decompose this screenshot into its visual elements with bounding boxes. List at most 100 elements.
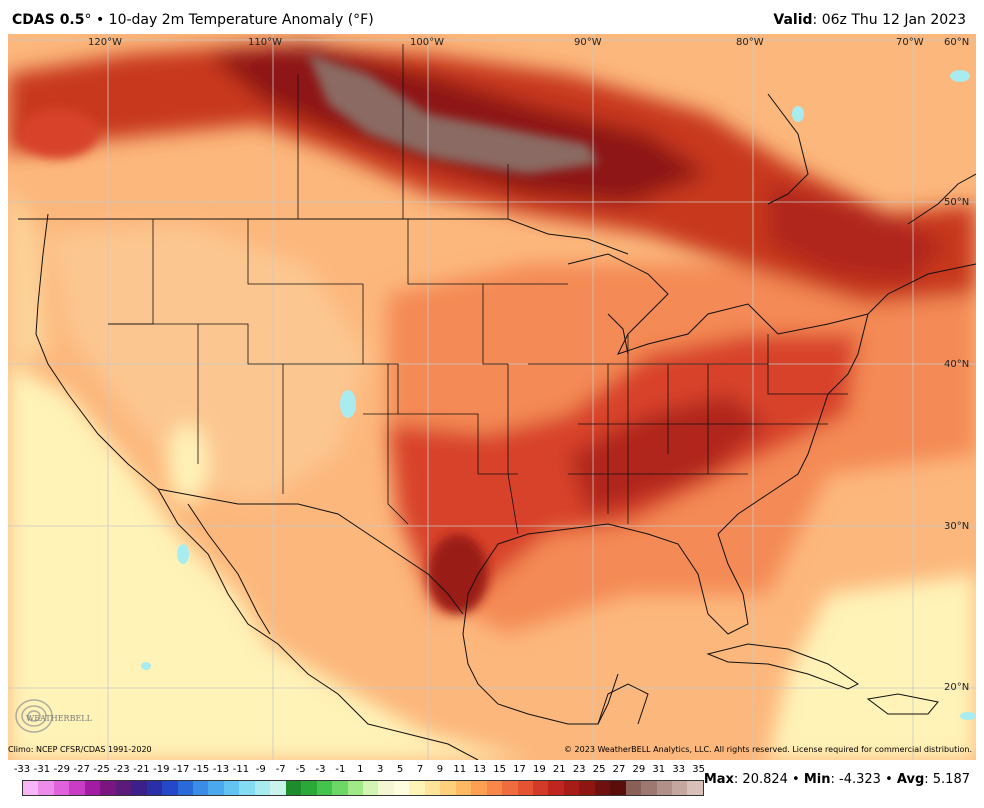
footer: Climo: NCEP CFSR/CDAS 1991-2020 © 2023 W… [0,745,984,759]
lat-label-20n: 20°N [944,682,970,693]
anomaly-map: 120°W 110°W 100°W 90°W 80°W 70°W 60°N 50… [8,34,976,760]
scale-swatch [115,781,132,795]
scale-swatch [594,781,611,795]
scale-tick-label: -15 [192,764,210,775]
scale-tick-label: -19 [153,764,170,775]
scale-swatch [100,781,116,795]
cold-spots [141,70,976,720]
extreme-anomaly [18,54,598,614]
scale-swatch [285,781,302,795]
valid-value: : 06z Thu 12 Jan 2023 [812,12,966,28]
scale-swatch [192,781,209,795]
weatherbell-logo: WEATHERBELL [12,694,102,740]
scale-swatch [53,781,70,795]
valid-time: Valid: 06z Thu 12 Jan 2023 [773,12,966,28]
scale-tick-label: 15 [493,764,506,775]
lon-label-120w: 120°W [88,37,122,48]
scale-swatch [641,781,657,795]
scale-swatch [378,781,394,795]
scale-tick-label: -33 [13,764,31,775]
scale-tick-label: -5 [295,764,306,775]
scale-tick-label: 27 [612,764,626,775]
scale-swatch [223,781,240,795]
scale-tick-label: -9 [255,764,266,775]
header: CDAS 0.5° • 10-day 2m Temperature Anomal… [0,0,984,34]
scale-swatch [38,781,54,795]
map-title: CDAS 0.5° • 10-day 2m Temperature Anomal… [12,12,374,28]
scale-swatch [563,781,580,795]
scale-ticks: -33 -31 -29 -27 -25 -23 -21 -19 -17 -15 -13 -11 -9 -7… [13,764,705,778]
lat-label-40n: 40°N [944,359,970,370]
scale-swatch [440,781,456,795]
scale-tick-label: 25 [592,764,606,775]
scale-tick-label: -21 [133,764,150,775]
scale-tick-label: 5 [396,764,404,775]
scale-tick-label: 3 [377,764,384,775]
lon-label-90w: 90°W [574,37,602,48]
scale-swatch [579,781,595,795]
scale-swatch [162,781,178,795]
scale-swatch [656,781,673,795]
min-label: Min [803,772,831,787]
scale-bar [22,780,704,796]
map-canvas [8,34,976,760]
scale-tick-label: -1 [335,764,346,775]
lat-label-60n: 60°N [944,37,970,48]
scale-tick-label: -29 [53,764,70,775]
scale-tick-label: 13 [473,764,487,775]
scale-swatch [69,781,85,795]
scale-swatch [393,781,410,795]
scale-tick-label: -3 [315,764,326,775]
scale-swatch [672,781,688,795]
max-label: Max [703,772,734,787]
min-value: : -4.323 [830,772,881,787]
scale-tick-label: -13 [212,764,230,775]
scale-swatch [332,781,348,795]
lon-label-100w: 100°W [410,37,444,48]
degree-mark: ° [84,12,92,28]
scale-swatch [316,781,333,795]
scale-tick-label: 31 [652,764,666,775]
scale-tick-label: 17 [513,764,526,775]
title-separator: • [91,12,109,28]
avg-value: : 5.187 [924,772,970,787]
avg-label: Avg [896,772,925,787]
lat-label-30n: 30°N [944,521,970,532]
scale-tick-label: -31 [33,764,51,775]
scale-swatch [347,781,363,795]
scale-tick-label: 33 [672,764,686,775]
scale-swatch [254,781,271,795]
max-value: : 20.824 [733,772,788,787]
state-borders [108,44,848,535]
copyright-note: © 2023 WeatherBELL Analytics, LLC. All r… [564,745,972,754]
field-stats: Max: 20.824 • Min: -4.323 • Avg: 5.187 [704,772,970,787]
scale-tick-label: -17 [173,764,190,775]
scale-swatch [177,781,193,795]
lon-label-70w: 70°W [896,37,924,48]
variable-description: 10-day 2m Temperature Anomaly (°F) [108,12,374,28]
scale-swatch [517,781,533,795]
scale-swatch [270,781,286,795]
scale-swatch [301,781,317,795]
logo-text: WEATHERBELL [26,714,93,723]
scale-tick-label: 9 [436,764,444,775]
scale-swatch [23,781,39,795]
model-name: CDAS 0.5 [12,12,85,28]
scale-tick-label: 29 [632,764,646,775]
scale-tick-label: 21 [552,764,566,775]
scale-tick-label: 1 [357,764,364,775]
scale-tick-label: -7 [275,764,286,775]
scale-tick-label: 19 [533,764,546,775]
logo-swirl-icon: WEATHERBELL [15,699,93,733]
scale-swatch [239,781,255,795]
lon-label-110w: 110°W [248,37,282,48]
scale-tick-label: 35 [692,764,705,775]
lon-label-80w: 80°W [736,37,764,48]
scale-swatch [610,781,626,795]
scale-swatch [625,781,642,795]
valid-label: Valid [773,12,813,28]
scale-tick-label: -25 [93,764,110,775]
scale-swatch [548,781,564,795]
lat-label-50n: 50°N [944,197,970,208]
color-scale: -33 -31 -29 -27 -25 -23 -21 -19 -17 -15 -13 -11 -9 -7… [13,764,705,800]
